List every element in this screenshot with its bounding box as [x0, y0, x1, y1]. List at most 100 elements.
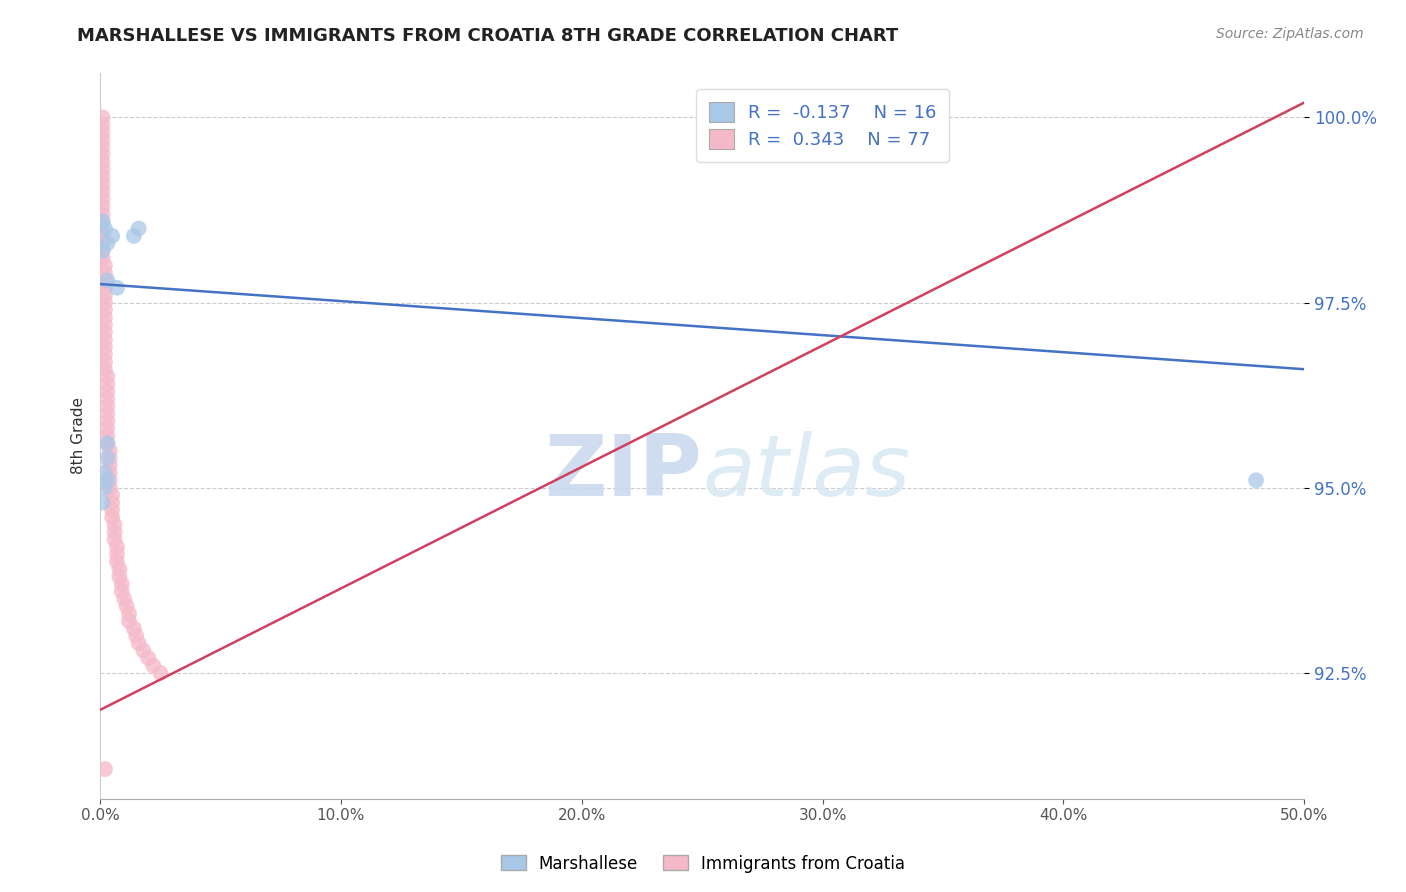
Point [98, 458, 121, 473]
Point [94, 481, 117, 495]
Point [91, 251, 114, 265]
Point [91, 207, 114, 221]
Point [122, 622, 145, 636]
Point [91, 244, 114, 258]
Point [91, 214, 114, 228]
Point [96, 473, 118, 487]
Point [94, 273, 117, 287]
Point [105, 555, 128, 569]
Point [94, 340, 117, 354]
Point [94, 333, 117, 347]
Point [128, 221, 150, 235]
Point [98, 451, 121, 466]
Point [98, 481, 121, 495]
Point [94, 325, 117, 339]
Point [94, 466, 117, 480]
Point [108, 569, 131, 583]
Text: MARSHALLESE VS IMMIGRANTS FROM CROATIA 8TH GRADE CORRELATION CHART: MARSHALLESE VS IMMIGRANTS FROM CROATIA 8… [77, 27, 898, 45]
Point [101, 228, 124, 243]
Point [94, 288, 117, 302]
Point [96, 399, 118, 413]
Legend: R =  -0.137    N = 16, R =  0.343    N = 77: R = -0.137 N = 16, R = 0.343 N = 77 [696, 89, 949, 161]
Point [96, 429, 118, 443]
Point [91, 236, 114, 251]
Point [98, 473, 121, 487]
Point [94, 266, 117, 280]
Point [149, 665, 172, 680]
Point [136, 651, 159, 665]
Point [115, 599, 138, 614]
Point [125, 629, 148, 643]
Point [122, 228, 145, 243]
Point [96, 377, 118, 392]
Point [112, 591, 135, 606]
Text: Source: ZipAtlas.com: Source: ZipAtlas.com [1216, 27, 1364, 41]
Point [96, 369, 118, 384]
Point [91, 244, 114, 258]
Point [105, 281, 128, 295]
Point [96, 236, 118, 251]
Point [118, 607, 141, 621]
Point [101, 503, 124, 517]
Point [101, 495, 124, 509]
Point [118, 614, 141, 628]
Point [91, 118, 114, 132]
Point [128, 636, 150, 650]
Text: ZIP: ZIP [544, 431, 702, 514]
Point [111, 577, 134, 591]
Point [91, 495, 114, 509]
Point [91, 140, 114, 154]
Legend: Marshallese, Immigrants from Croatia: Marshallese, Immigrants from Croatia [494, 848, 912, 880]
Point [96, 451, 118, 466]
Point [96, 421, 118, 435]
Point [91, 147, 114, 161]
Point [94, 259, 117, 273]
Point [96, 273, 118, 287]
Point [91, 228, 114, 243]
Point [94, 310, 117, 325]
Point [94, 281, 117, 295]
Point [96, 407, 118, 421]
Point [94, 762, 117, 776]
Point [94, 302, 117, 317]
Point [91, 177, 114, 191]
Point [91, 111, 114, 125]
Point [132, 643, 155, 657]
Point [91, 221, 114, 235]
Point [94, 221, 117, 235]
Point [108, 562, 131, 576]
Point [105, 547, 128, 561]
Point [103, 517, 125, 532]
Point [91, 125, 114, 139]
Point [91, 199, 114, 213]
Point [101, 510, 124, 524]
Point [91, 214, 114, 228]
Point [111, 584, 134, 599]
Point [96, 436, 118, 450]
Point [142, 658, 165, 673]
Point [91, 162, 114, 177]
Point [94, 355, 117, 369]
Point [105, 540, 128, 554]
Point [98, 466, 121, 480]
Point [91, 185, 114, 199]
Point [94, 362, 117, 376]
Point [96, 414, 118, 428]
Point [101, 488, 124, 502]
Text: atlas: atlas [702, 431, 910, 514]
Y-axis label: 8th Grade: 8th Grade [72, 397, 86, 475]
Point [94, 318, 117, 332]
Point [91, 192, 114, 206]
Point [91, 154, 114, 169]
Point [96, 384, 118, 399]
Point [91, 169, 114, 184]
Point [94, 347, 117, 361]
Point [91, 133, 114, 147]
Point [96, 436, 118, 450]
Point [1244, 473, 1267, 487]
Point [94, 295, 117, 310]
Point [98, 443, 121, 458]
Point [103, 525, 125, 540]
Point [96, 392, 118, 406]
Point [103, 533, 125, 547]
